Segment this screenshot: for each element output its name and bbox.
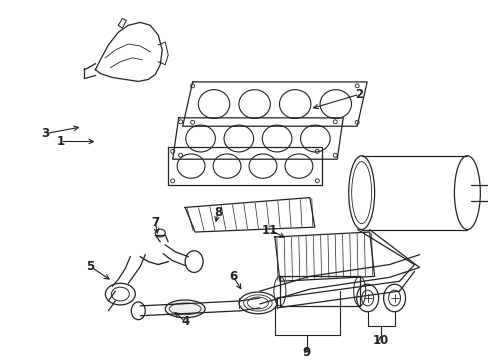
Text: 6: 6 — [228, 270, 237, 283]
Text: 5: 5 — [86, 260, 94, 273]
Text: 7: 7 — [151, 216, 159, 229]
Text: 4: 4 — [181, 315, 189, 328]
Text: 11: 11 — [261, 224, 278, 237]
Text: 2: 2 — [355, 88, 363, 101]
Text: 10: 10 — [372, 334, 388, 347]
Text: 8: 8 — [214, 206, 222, 219]
Text: 3: 3 — [41, 127, 49, 140]
Text: 1: 1 — [56, 135, 64, 148]
Ellipse shape — [165, 300, 204, 318]
Text: 9: 9 — [302, 346, 310, 359]
